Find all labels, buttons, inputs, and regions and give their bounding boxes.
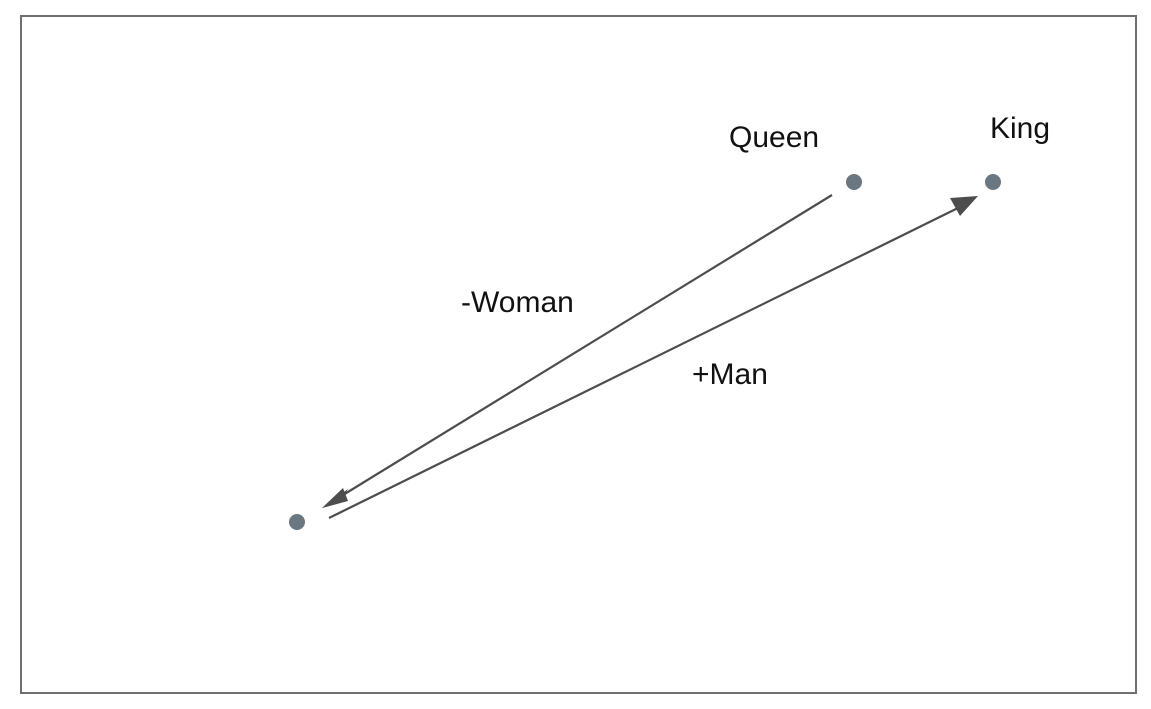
diagram-frame (20, 15, 1137, 694)
minus-woman-label: -Woman (461, 286, 574, 319)
king-label: King (990, 112, 1051, 145)
plus-man-arrow (328, 205, 963, 519)
minus-woman-arrow (329, 194, 833, 504)
queen-point (846, 174, 862, 190)
origin-point (289, 514, 305, 530)
queen-label: Queen (729, 121, 820, 154)
minus-woman-arrowhead-fill (322, 488, 348, 508)
plus-man-label: +Man (692, 358, 768, 391)
king-point (985, 174, 1001, 190)
plus-man-arrowhead (950, 196, 978, 216)
